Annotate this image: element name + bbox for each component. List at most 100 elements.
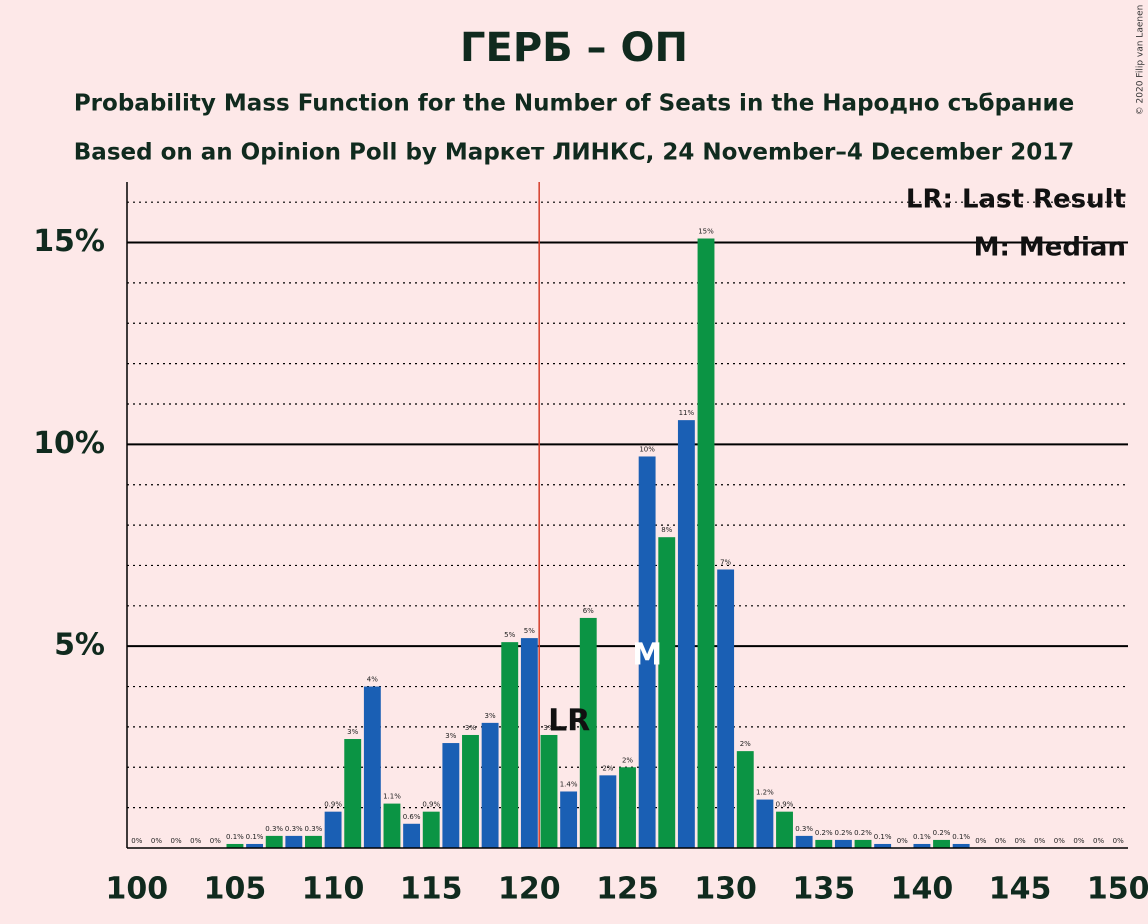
data-label: 0.2% — [815, 829, 833, 837]
y-tick-label: 10% — [33, 426, 105, 461]
data-label: 0.9% — [776, 801, 794, 809]
bar — [599, 775, 617, 848]
bar — [952, 843, 970, 848]
copyright: © 2020 Filip van Laenen — [1136, 5, 1146, 116]
bar — [874, 843, 892, 848]
data-label: 3% — [347, 728, 358, 736]
bar — [697, 238, 715, 848]
bar — [285, 835, 303, 848]
x-tick-label: 105 — [204, 872, 267, 907]
bar — [658, 537, 676, 848]
bar — [324, 811, 342, 848]
x-tick-label: 100 — [106, 872, 169, 907]
data-label: 7% — [720, 558, 731, 566]
bar — [638, 456, 656, 848]
bar — [540, 734, 558, 848]
chart-subtitle: Based on an Opinion Poll by Маркет ЛИНКС… — [74, 140, 1074, 166]
data-label: 0.1% — [952, 833, 970, 841]
data-label: 0.9% — [422, 801, 440, 809]
data-label: 0% — [1054, 837, 1065, 845]
data-label: 0.1% — [226, 833, 244, 841]
data-label: 0% — [171, 837, 182, 845]
y-tick-label: 5% — [54, 628, 105, 663]
legend-entry: LR: Last Result — [906, 185, 1126, 215]
data-label: 1.2% — [756, 789, 774, 797]
bar — [933, 839, 950, 848]
data-label: 8% — [661, 526, 672, 534]
data-label: 0% — [190, 837, 201, 845]
bar — [442, 743, 460, 848]
data-label: 0% — [131, 837, 142, 845]
data-label: 0% — [1034, 837, 1045, 845]
data-label: 0% — [1014, 837, 1025, 845]
data-label: 0% — [1113, 837, 1124, 845]
median-label: M — [632, 638, 662, 673]
data-label: 2% — [602, 764, 613, 772]
data-label: 0% — [897, 837, 908, 845]
bar — [226, 843, 244, 848]
x-tick-label: 125 — [596, 872, 659, 907]
data-label: 6% — [583, 607, 594, 615]
data-label: 4% — [367, 676, 378, 684]
bar — [776, 811, 793, 848]
bar — [344, 739, 362, 848]
chart-title: ГЕРБ – ОП — [460, 25, 688, 71]
data-label: 0.3% — [305, 825, 323, 833]
bar — [717, 569, 735, 848]
data-label: 0.2% — [835, 829, 853, 837]
data-label: 0.3% — [795, 825, 813, 833]
data-label: 3% — [445, 732, 456, 740]
bar — [834, 839, 852, 848]
bar — [756, 799, 774, 848]
x-tick-label: 150 — [1087, 872, 1148, 907]
bar — [560, 791, 578, 848]
bar — [265, 835, 283, 848]
bar — [403, 823, 421, 848]
data-label: 1.1% — [383, 793, 401, 801]
bar — [854, 839, 872, 848]
data-label: 2% — [740, 740, 751, 748]
data-label: 3% — [485, 712, 496, 720]
data-label: 0% — [151, 837, 162, 845]
legend-entry: M: Median — [974, 233, 1126, 263]
data-label: 0% — [975, 837, 986, 845]
data-label: 0% — [995, 837, 1006, 845]
data-label: 0% — [1073, 837, 1084, 845]
bar — [795, 835, 813, 848]
x-tick-label: 135 — [792, 872, 855, 907]
x-tick-label: 110 — [302, 872, 365, 907]
data-label: 5% — [524, 627, 535, 635]
data-label: 3% — [543, 724, 554, 732]
bar — [246, 843, 264, 848]
bar — [462, 734, 479, 848]
bar — [383, 803, 401, 848]
x-tick-label: 145 — [989, 872, 1052, 907]
x-tick-label: 140 — [891, 872, 954, 907]
last-result-label: LR — [548, 704, 590, 739]
bar — [305, 835, 322, 848]
bar — [501, 642, 519, 848]
data-label: 0.3% — [285, 825, 303, 833]
data-label: 0.2% — [854, 829, 872, 837]
bar — [815, 839, 833, 848]
data-label: 10% — [639, 445, 655, 453]
bar — [677, 420, 695, 848]
bar — [481, 722, 499, 848]
bar — [619, 767, 636, 848]
data-label: 0.9% — [324, 801, 342, 809]
bar — [736, 751, 754, 848]
data-label: 0% — [210, 837, 221, 845]
x-tick-label: 130 — [694, 872, 757, 907]
x-tick-label: 115 — [400, 872, 463, 907]
data-label: 0.6% — [403, 813, 421, 821]
bar — [422, 811, 440, 848]
chart-subtitle: Probability Mass Function for the Number… — [74, 91, 1074, 117]
data-label: 0% — [1093, 837, 1104, 845]
data-label: 0.2% — [933, 829, 951, 837]
data-label: 5% — [504, 631, 515, 639]
data-label: 15% — [698, 228, 714, 236]
x-tick-label: 120 — [498, 872, 561, 907]
y-tick-label: 15% — [33, 224, 105, 259]
